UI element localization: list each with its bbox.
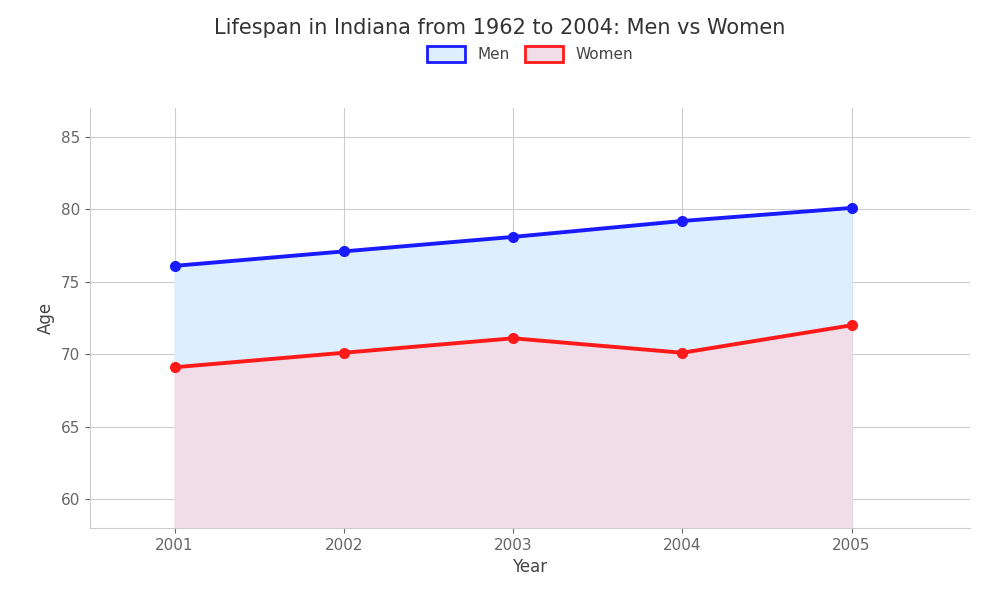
Legend: Men, Women: Men, Women bbox=[421, 40, 639, 68]
Women bbox=[846, 322, 858, 329]
Line: Men: Men bbox=[170, 203, 856, 271]
Women bbox=[676, 349, 688, 356]
Y-axis label: Age: Age bbox=[37, 302, 55, 334]
Men bbox=[676, 217, 688, 224]
Text: Lifespan in Indiana from 1962 to 2004: Men vs Women: Lifespan in Indiana from 1962 to 2004: M… bbox=[214, 18, 786, 38]
Men bbox=[338, 248, 350, 255]
Men bbox=[169, 262, 181, 269]
Women bbox=[338, 349, 350, 356]
Women bbox=[169, 364, 181, 371]
Line: Women: Women bbox=[170, 320, 856, 372]
X-axis label: Year: Year bbox=[512, 558, 548, 576]
Men bbox=[507, 233, 519, 241]
Women bbox=[507, 335, 519, 342]
Men bbox=[846, 205, 858, 212]
